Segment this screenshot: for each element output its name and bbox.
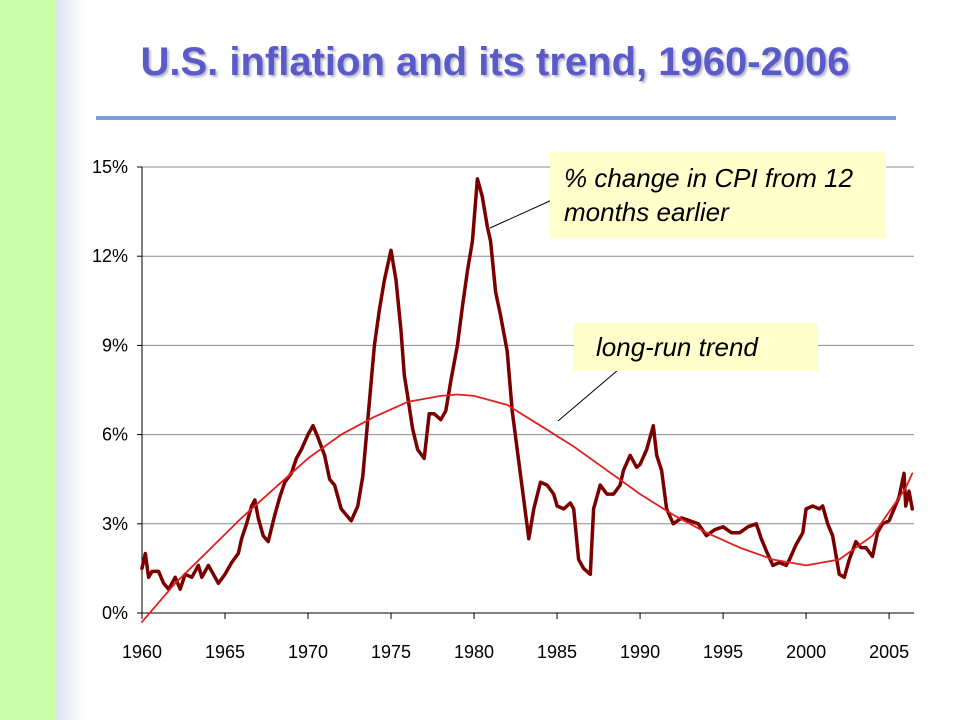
y-tick-label: 15% [92,157,128,177]
x-tick-label: 1965 [205,642,245,662]
title-underline [96,116,896,120]
x-tick-label: 1970 [288,642,328,662]
trend-series-line [141,393,914,623]
x-tick-label: 1975 [371,642,411,662]
slide-title: U.S. inflation and its trend, 1960-2006 [140,40,850,84]
x-tick-label: 1990 [620,642,660,662]
y-tick-label: 0% [102,603,128,623]
x-tick-label: 1985 [537,642,577,662]
x-tick-label: 1960 [122,642,162,662]
y-axis: 0% 3% 6% 9% 12% 15% [92,157,143,623]
cpi-leader-line [489,199,553,229]
y-tick-label: 9% [102,335,128,355]
leader-lines [489,199,619,422]
x-axis: 1960 1965 1970 1975 1980 1985 1990 1995 2000 2005 [122,612,914,662]
side-accent-gradient [55,0,85,720]
trend-leader-line [557,369,619,422]
cpi-series-line [140,177,915,591]
side-accent-bar [0,0,55,720]
y-tick-label: 12% [92,246,128,266]
y-tick-label: 3% [102,514,128,534]
cpi-annotation: % change in CPI from 12 months earlier [550,152,886,238]
x-tick-label: 1980 [454,642,494,662]
trend-annotation: long-run trend [574,323,818,371]
series-layer [140,177,915,623]
x-tick-label: 1995 [703,642,743,662]
x-tick-label: 2005 [869,642,909,662]
y-tick-label: 6% [102,425,128,445]
x-tick-label: 2000 [786,642,826,662]
